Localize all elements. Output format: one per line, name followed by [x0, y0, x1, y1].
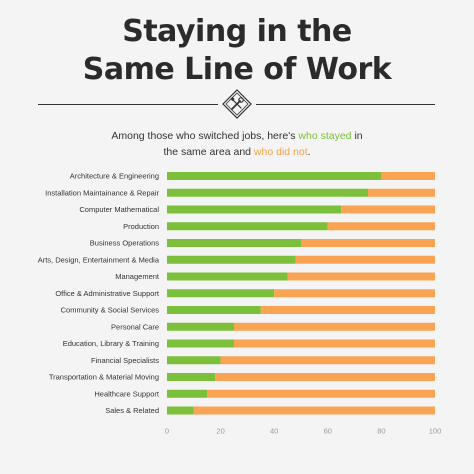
divider-right [256, 104, 435, 105]
category-label: Management [115, 272, 160, 281]
category-label: Computer Mathematical [79, 205, 159, 214]
page-title-line-1: Staying in the [122, 14, 352, 49]
bar-did-not [368, 188, 435, 197]
category-label: Financial Specialists [91, 356, 159, 365]
chart-subtitle: Among those who switched jobs, here's wh… [111, 130, 363, 158]
bar-stayed [167, 389, 208, 398]
tools-icon [222, 89, 252, 119]
bar-did-not [193, 406, 435, 415]
bar-did-not [341, 205, 435, 214]
category-label: Education, Library & Training [63, 339, 159, 348]
category-label: Architecture & Engineering [70, 172, 159, 181]
bar-stayed [167, 255, 296, 264]
x-tick-label: 100 [429, 426, 442, 435]
bar-did-not [327, 222, 435, 231]
category-label: Healthcare Support [94, 389, 160, 398]
bar-stayed [167, 306, 261, 314]
bar-did-not [295, 255, 435, 264]
bar-stayed [167, 188, 368, 197]
x-tick-label: 40 [270, 426, 278, 435]
bar-stayed [167, 272, 288, 281]
legend-stayed: who stayed [298, 130, 352, 142]
bar-did-not [234, 322, 435, 331]
bar-stayed [167, 339, 234, 348]
bar-did-not [207, 389, 435, 398]
category-label: Community & Social Services [61, 306, 160, 315]
category-label: Production [123, 222, 159, 231]
bar-did-not [234, 339, 435, 348]
bar-stayed [167, 289, 275, 298]
bar-stayed [167, 205, 342, 214]
category-label: Arts, Design, Entertainment & Media [38, 255, 160, 264]
x-tick-label: 20 [216, 426, 224, 435]
category-label: Transportation & Material Moving [49, 373, 159, 382]
bar-stayed [167, 356, 221, 365]
stacked-bar-chart: Architecture & Engineering Installation M… [38, 172, 442, 436]
bar-stayed [167, 239, 301, 247]
bar-stayed [167, 222, 328, 231]
bar-did-not [220, 356, 435, 365]
bar-did-not [287, 272, 435, 281]
bar-stayed [167, 322, 234, 331]
x-tick-label: 0 [165, 426, 169, 435]
bar-stayed [167, 172, 382, 180]
category-label: Installation Maintainance & Repair [45, 188, 159, 197]
bar-stayed [167, 406, 194, 415]
page-title-line-2: Same Line of Work [82, 52, 392, 87]
legend-did-not: who did not [253, 146, 308, 158]
category-label: Personal Care [111, 322, 159, 331]
bar-did-not [381, 172, 435, 180]
bar-stayed [167, 373, 216, 381]
bar-did-not [301, 239, 435, 247]
category-label: Sales & Related [105, 406, 159, 415]
bar-did-not [260, 306, 435, 314]
divider-left [38, 104, 218, 105]
x-tick-label: 80 [377, 426, 385, 435]
category-label: Business Operations [90, 239, 159, 248]
bar-did-not [274, 289, 435, 298]
x-tick-label: 60 [324, 426, 332, 435]
bar-did-not [215, 373, 435, 381]
category-label: Office & Administrative Support [55, 289, 160, 298]
